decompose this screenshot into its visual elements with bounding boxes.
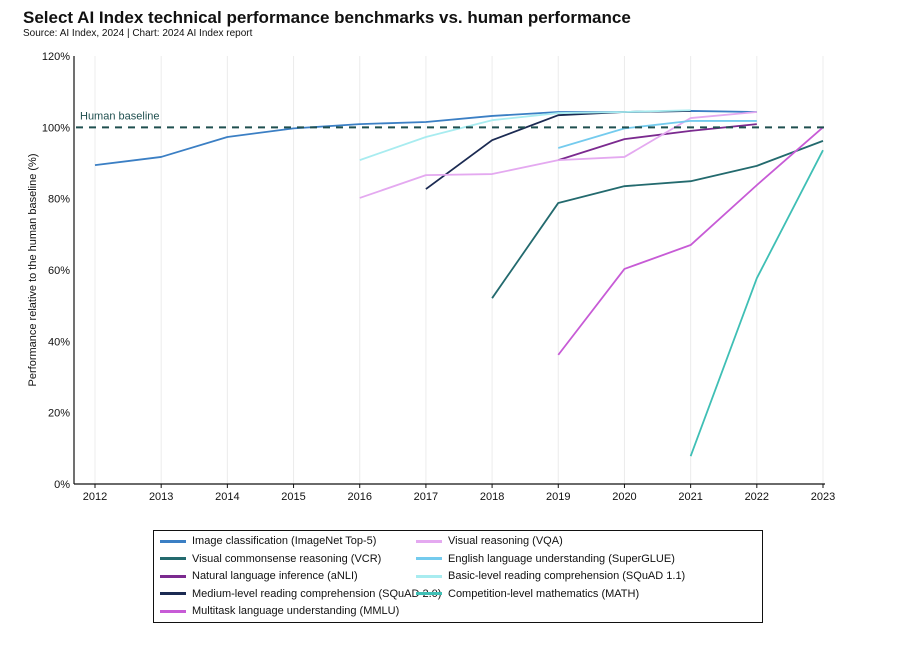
x-tick-label: 2019 (546, 491, 570, 503)
x-tick-label: 2018 (480, 491, 504, 503)
legend-label: English language understanding (SuperGLU… (448, 552, 675, 565)
x-tick-label: 2021 (678, 491, 702, 503)
y-tick-label: 100% (42, 122, 70, 134)
legend-label: Medium-level reading comprehension (SQuA… (192, 587, 442, 600)
legend-label: Visual reasoning (VQA) (448, 535, 563, 547)
series-line-5 (359, 111, 757, 199)
legend-swatch (416, 539, 442, 543)
line-chart: 2012 2013 2014 2015 2016 2017 2018 2019 2020 2021… (27, 51, 835, 503)
series-line-7 (359, 109, 691, 161)
legend: Image classification (ImageNet Top-5) Vis… (153, 530, 763, 623)
legend-item: Image classification (ImageNet Top-5) (160, 535, 376, 547)
x-tick-label: 2014 (215, 491, 239, 503)
x-tick-label: 2020 (612, 491, 636, 503)
legend-swatch (416, 557, 442, 560)
legend-label: Image classification (ImageNet Top-5) (192, 535, 377, 547)
legend-item: Competition-level mathematics (MATH) (416, 588, 639, 600)
legend-label: Multitask language understanding (MMLU) (192, 605, 400, 617)
legend-swatch (416, 574, 442, 578)
series-line-1 (491, 140, 824, 299)
x-tick-label: 2017 (414, 491, 438, 503)
legend-swatch (160, 539, 186, 543)
x-tick-label: 2016 (347, 491, 371, 503)
legend-item: Basic-level reading comprehension (SQuAD… (416, 570, 685, 582)
y-tick-label: 40% (48, 336, 70, 348)
y-axis-label: Performance relative to the human baseli… (27, 154, 39, 387)
series-line-2 (557, 123, 757, 162)
x-tick-label: 2022 (745, 491, 769, 503)
series-line-4 (557, 126, 824, 356)
series-line-6 (558, 120, 757, 149)
chart-title: Select AI Index technical performance be… (23, 8, 631, 27)
series-line-8 (689, 149, 824, 457)
y-tick-label: 20% (48, 408, 70, 420)
x-tick-label: 2013 (149, 491, 173, 503)
legend-label: Basic-level reading comprehension (SQuAD… (448, 570, 686, 582)
legend-label: Visual commonsense reasoning (VCR) (192, 552, 382, 565)
legend-item: Natural language inference (aNLI) (160, 570, 358, 582)
legend-swatch (416, 592, 442, 595)
legend-swatch (160, 592, 186, 595)
legend-swatch (160, 574, 186, 578)
legend-item: Visual commonsense reasoning (VCR) (160, 553, 381, 565)
legend-item: English language understanding (SuperGLU… (416, 553, 675, 565)
x-tick-label: 2023 (811, 491, 835, 503)
legend-swatch (160, 609, 186, 613)
legend-label: Competition-level mathematics (MATH) (448, 587, 640, 600)
y-tick-label: 120% (42, 51, 70, 63)
legend-swatch (160, 557, 186, 560)
y-tick-label: 60% (48, 265, 70, 277)
legend-label: Natural language inference (aNLI) (192, 570, 358, 582)
legend-item: Medium-level reading comprehension (SQuA… (160, 588, 441, 600)
chart-subtitle: Source: AI Index, 2024 | Chart: 2024 AI … (23, 28, 253, 39)
y-tick-label: 80% (48, 194, 70, 206)
legend-item: Visual reasoning (VQA) (416, 535, 563, 547)
legend-item: Multitask language understanding (MMLU) (160, 605, 399, 617)
x-tick-label: 2015 (281, 491, 305, 503)
y-tick-label: 0% (54, 479, 70, 491)
human-baseline-label: Human baseline (80, 110, 160, 122)
x-tick-label: 2012 (83, 491, 107, 503)
